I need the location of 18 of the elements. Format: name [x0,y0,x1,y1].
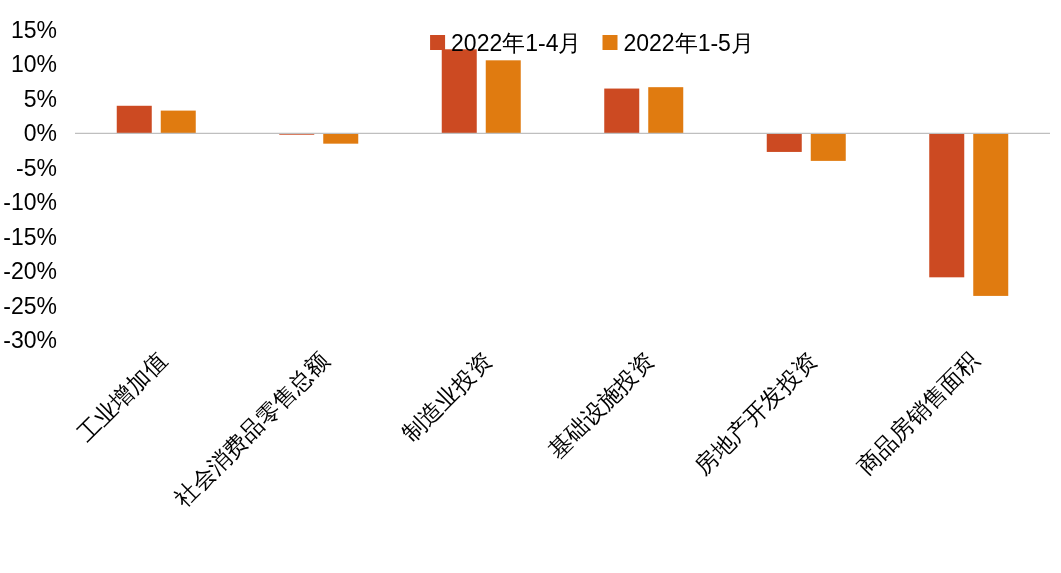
y-tick-label: -20% [3,258,57,285]
y-tick-label: 5% [23,85,57,112]
x-tick-label: 基础设施投资 [543,347,660,464]
x-tick-label: 房地产开发投资 [689,347,822,480]
x-tick-label: 社会消费品零售总额 [169,347,335,512]
y-tick-label: -5% [16,154,57,181]
x-tick-label: 制造业投资 [397,347,497,447]
y-tick-label: 15% [10,17,57,43]
legend-label: 2022年1-4月 [451,30,582,56]
x-tick-label: 商品房销售面积 [852,347,985,480]
y-tick-label: -30% [3,327,57,353]
y-tick-label: 10% [10,51,57,78]
y-tick-label: -15% [3,223,57,250]
x-tick-label: 工业增加值 [72,347,172,447]
y-tick-label: 0% [23,120,57,147]
y-tick-label: -10% [3,189,57,216]
y-tick-label: -25% [3,292,57,319]
legend-label: 2022年1-5月 [623,30,754,56]
